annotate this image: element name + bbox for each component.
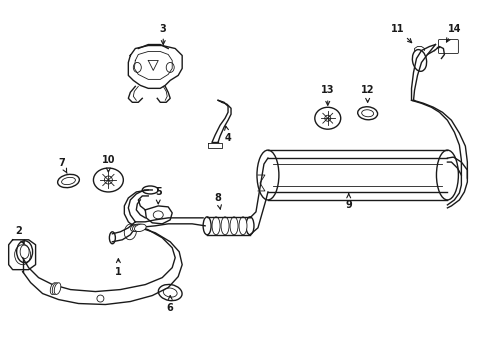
Ellipse shape — [130, 224, 142, 231]
Ellipse shape — [132, 224, 144, 231]
Ellipse shape — [134, 224, 146, 231]
Ellipse shape — [52, 283, 59, 294]
Ellipse shape — [212, 217, 220, 235]
Text: 7: 7 — [58, 158, 67, 173]
Text: 3: 3 — [160, 24, 166, 45]
Ellipse shape — [229, 217, 238, 235]
Text: 12: 12 — [360, 85, 374, 102]
Ellipse shape — [50, 283, 57, 294]
Ellipse shape — [221, 217, 228, 235]
Text: 8: 8 — [214, 193, 221, 209]
Text: 11: 11 — [390, 24, 411, 43]
Text: 10: 10 — [102, 155, 115, 172]
Text: 14: 14 — [446, 24, 460, 42]
Text: 2: 2 — [15, 226, 24, 244]
Text: 1: 1 — [115, 259, 122, 276]
Text: 6: 6 — [166, 296, 173, 312]
Text: 13: 13 — [320, 85, 334, 105]
Ellipse shape — [239, 217, 246, 235]
Ellipse shape — [54, 283, 61, 294]
Text: 5: 5 — [155, 187, 162, 204]
Text: 9: 9 — [345, 194, 351, 210]
Text: 4: 4 — [224, 126, 231, 143]
